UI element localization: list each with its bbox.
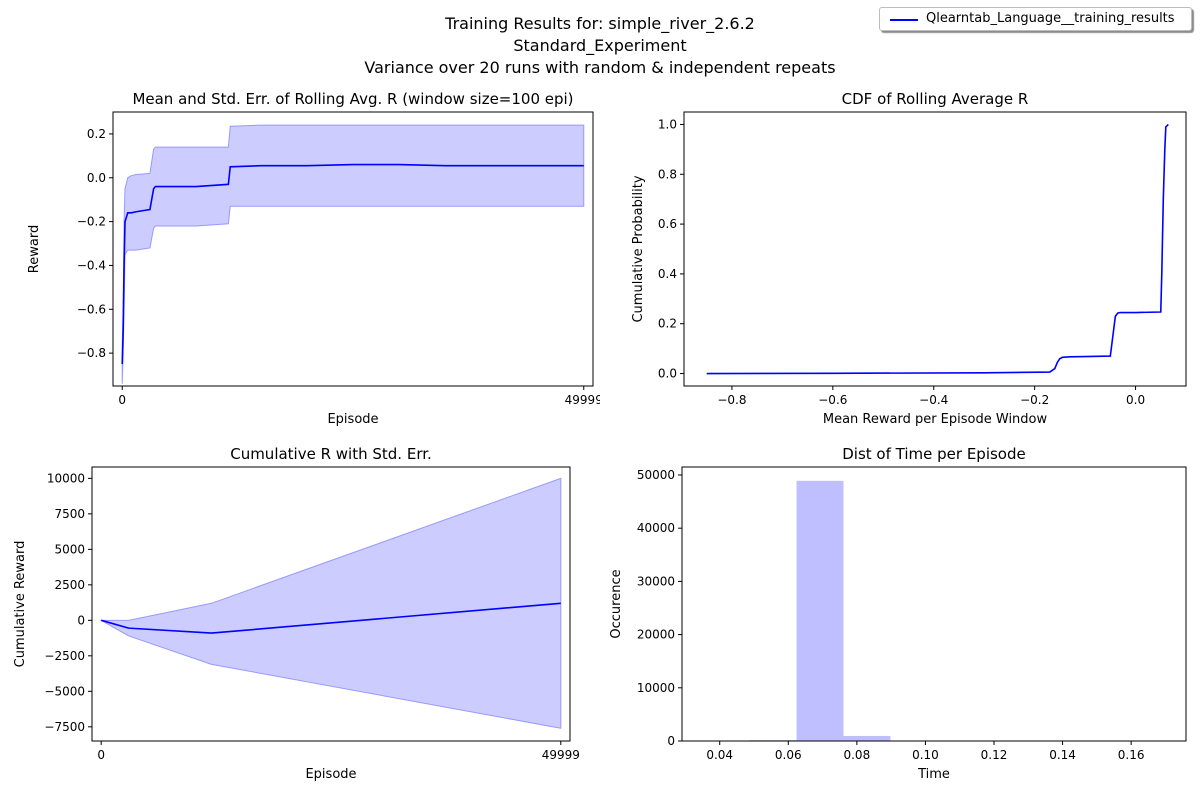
- chart-title: Cumulative R with Std. Err.: [230, 445, 432, 463]
- std-err-band: [121, 124, 585, 384]
- x-tick-label: −0.6: [818, 393, 847, 407]
- y-tick-label: 1.0: [658, 117, 677, 131]
- x-axis-label: Time: [917, 767, 950, 782]
- y-tick-label: −0.8: [77, 346, 106, 360]
- y-tick-label: 7500: [54, 507, 85, 521]
- y-tick-label: −2500: [44, 649, 85, 663]
- y-tick-label: 20000: [637, 628, 675, 642]
- y-axis-label: Reward: [27, 225, 42, 273]
- x-tick-label: 0.16: [1118, 748, 1145, 762]
- y-tick-label: 0.2: [87, 127, 106, 141]
- y-axis-label: Occurence: [609, 569, 624, 638]
- legend-label: Qlearntab_Language__training_results: [926, 11, 1175, 26]
- y-tick-label: −5000: [44, 684, 85, 698]
- figure-title-line-3: Variance over 20 runs with random & inde…: [364, 58, 836, 77]
- y-tick-label: 0: [667, 734, 675, 748]
- x-axis-label: Mean Reward per Episode Window: [823, 412, 1048, 427]
- y-tick-label: 0.0: [658, 367, 677, 381]
- mean-line: [100, 602, 561, 634]
- chart-title: Mean and Std. Err. of Rolling Avg. R (wi…: [132, 90, 573, 108]
- y-tick-label: 50000: [637, 468, 675, 482]
- figure-title-line-1: Training Results for: simple_river_2.6.2: [445, 14, 755, 33]
- legend: Qlearntab_Language__training_results: [879, 7, 1192, 31]
- figure-title-line-2: Standard_Experiment: [513, 36, 687, 55]
- chart-title: CDF of Rolling Average R: [842, 90, 1029, 108]
- y-tick-label: −7500: [44, 720, 85, 734]
- y-tick-label: 2500: [54, 578, 85, 592]
- y-axis-label: Cumulative Reward: [13, 541, 28, 668]
- x-tick-label: 0.12: [981, 748, 1008, 762]
- y-tick-label: 5000: [54, 542, 85, 556]
- y-tick-label: 0.2: [658, 317, 677, 331]
- cumulative-reward-chart: 0 49999 −7500 −5000 −2500 0 2500 5000 7500 10000 C…: [13, 445, 580, 782]
- x-axis-label: Episode: [327, 412, 378, 427]
- x-axis-label: Episode: [305, 767, 356, 782]
- y-tick-label: 0.8: [658, 167, 677, 181]
- axes-frame: [91, 466, 571, 742]
- x-tick-label: 0: [97, 748, 105, 762]
- cdf-line: [706, 123, 1169, 375]
- y-tick-label: −0.4: [77, 258, 106, 272]
- x-tick-label: 0.14: [1049, 748, 1076, 762]
- axes-frame: [112, 111, 594, 387]
- histogram-bar: [843, 735, 891, 741]
- rolling-avg-chart: 0 49999 −0.8 −0.6 −0.4 −0.2 0.0 0.2 Mean and Std…: [27, 90, 600, 427]
- cdf-chart: −0.8 −0.6 −0.4 −0.2 0.0 0.0 0.2 0.4 0.6 0.8 1.0 CDF…: [631, 90, 1187, 427]
- histogram-bar: [796, 480, 844, 741]
- mean-line: [121, 163, 584, 365]
- y-tick-label: 0: [77, 613, 85, 627]
- y-tick-label: −0.2: [77, 215, 106, 229]
- axes-frame: [683, 111, 1187, 387]
- std-err-band: [99, 477, 562, 729]
- x-tick-label: 0.08: [843, 748, 870, 762]
- y-tick-label: 30000: [637, 574, 675, 588]
- y-tick-label: 0.0: [87, 171, 106, 185]
- time-distribution-chart: 0.04 0.06 0.08 0.10 0.12 0.14 0.16 0 10000 20000 3…: [609, 445, 1187, 782]
- x-tick-label: 0.06: [775, 748, 802, 762]
- y-tick-label: 40000: [637, 521, 675, 535]
- x-tick-label: 0.10: [912, 748, 939, 762]
- x-tick-label: 0.04: [706, 748, 733, 762]
- x-tick-label: 49999: [565, 393, 600, 407]
- y-tick-label: −0.6: [77, 302, 106, 316]
- x-tick-label: −0.2: [1020, 393, 1049, 407]
- x-tick-label: 0: [118, 393, 126, 407]
- axes-frame: [681, 466, 1187, 742]
- x-tick-label: −0.8: [717, 393, 746, 407]
- y-tick-label: 10000: [637, 681, 675, 695]
- y-tick-label: 0.4: [658, 267, 677, 281]
- x-tick-label: 0.0: [1126, 393, 1145, 407]
- x-tick-label: 49999: [542, 748, 580, 762]
- x-tick-label: −0.4: [919, 393, 948, 407]
- y-axis-label: Cumulative Probability: [631, 175, 646, 322]
- y-tick-label: 0.6: [658, 217, 677, 231]
- y-tick-label: 10000: [47, 471, 85, 485]
- legend-line-swatch: [890, 19, 918, 21]
- chart-title: Dist of Time per Episode: [842, 445, 1025, 463]
